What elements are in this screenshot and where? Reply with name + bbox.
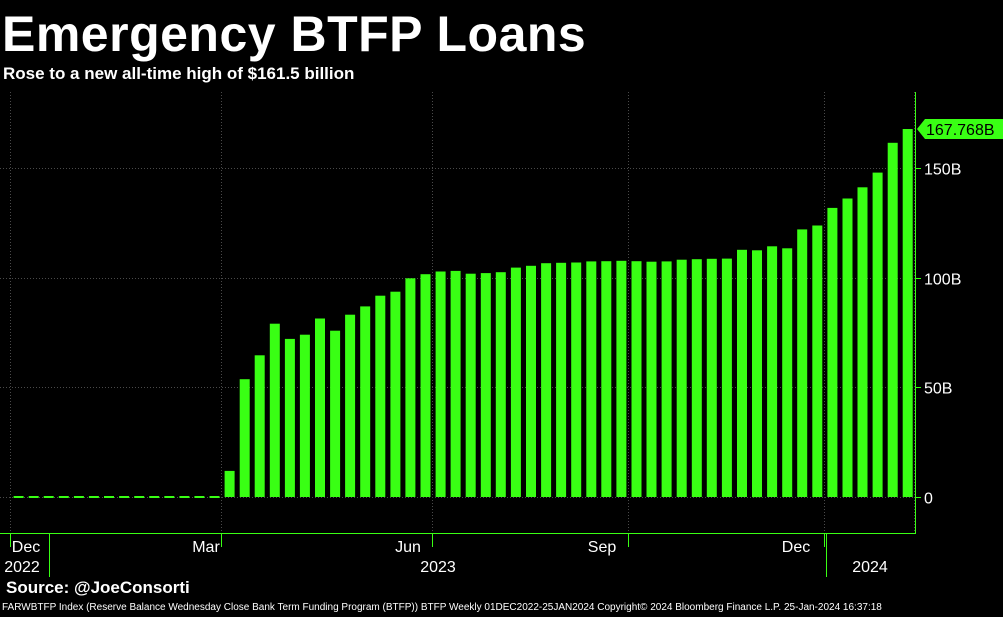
y-tick-label: 100B bbox=[924, 272, 961, 289]
bar bbox=[224, 470, 235, 497]
bar bbox=[782, 248, 793, 497]
bar bbox=[284, 338, 295, 497]
bar bbox=[646, 261, 657, 497]
bar bbox=[465, 273, 476, 497]
bar bbox=[134, 496, 145, 498]
bar bbox=[390, 291, 401, 497]
bar bbox=[254, 355, 265, 497]
bar bbox=[691, 259, 702, 497]
bar bbox=[812, 225, 823, 497]
bar bbox=[480, 273, 491, 497]
bar bbox=[737, 249, 747, 497]
bar bbox=[827, 207, 838, 497]
last-value-label: 167.768B bbox=[926, 122, 995, 139]
bar bbox=[556, 262, 567, 497]
bar bbox=[73, 496, 84, 498]
bar bbox=[239, 379, 250, 497]
bar bbox=[435, 271, 446, 497]
bar bbox=[43, 496, 54, 498]
bar bbox=[58, 496, 69, 498]
bar bbox=[209, 496, 220, 498]
bar bbox=[586, 261, 597, 497]
bar bbox=[13, 496, 24, 498]
x-month-label: Jun bbox=[395, 539, 421, 556]
y-tick-label: 0 bbox=[924, 491, 933, 508]
x-month-label: Dec bbox=[12, 539, 40, 556]
bar bbox=[767, 246, 778, 497]
last-value-badge bbox=[917, 119, 1003, 139]
bar bbox=[360, 306, 371, 497]
bar bbox=[902, 129, 913, 497]
bar bbox=[88, 496, 99, 498]
bar bbox=[179, 496, 190, 498]
bar bbox=[104, 496, 114, 498]
bar bbox=[661, 261, 672, 497]
bar bbox=[616, 260, 627, 497]
x-month-label: Mar bbox=[192, 539, 220, 556]
bar bbox=[375, 295, 386, 497]
bar bbox=[269, 323, 280, 497]
chart-subtitle: Rose to a new all-time high of $161.5 bi… bbox=[3, 64, 355, 83]
bar bbox=[28, 496, 39, 498]
bar bbox=[194, 496, 205, 498]
bar bbox=[631, 261, 642, 497]
x-month-label: Dec bbox=[782, 539, 810, 556]
x-year-label: 2023 bbox=[420, 559, 456, 576]
bar bbox=[420, 274, 431, 497]
bar bbox=[797, 229, 808, 497]
bar bbox=[541, 263, 552, 497]
bar bbox=[857, 187, 868, 498]
bar bbox=[676, 259, 687, 497]
bar bbox=[887, 142, 898, 498]
bar bbox=[510, 267, 521, 497]
y-tick-label: 50B bbox=[924, 381, 952, 398]
bar bbox=[405, 278, 416, 497]
source-label: Source: @JoeConsorti bbox=[6, 578, 190, 597]
bar bbox=[495, 272, 506, 497]
x-month-label: Sep bbox=[588, 539, 617, 556]
bar bbox=[299, 334, 310, 497]
bar bbox=[149, 496, 160, 498]
bar bbox=[119, 496, 130, 498]
bar bbox=[752, 250, 762, 498]
bar bbox=[345, 314, 356, 497]
x-year-label: 2022 bbox=[4, 559, 40, 576]
x-year-label: 2024 bbox=[852, 559, 888, 576]
footer-info: FARWBTFP Index (Reserve Balance Wednesda… bbox=[2, 602, 882, 613]
bar bbox=[706, 258, 717, 497]
y-tick-label: 150B bbox=[924, 162, 961, 179]
bar bbox=[526, 265, 536, 497]
bar bbox=[842, 198, 853, 497]
bar bbox=[315, 318, 325, 497]
chart-title: Emergency BTFP Loans bbox=[2, 6, 587, 62]
bar bbox=[571, 262, 582, 497]
bar bbox=[450, 270, 461, 497]
bar bbox=[721, 258, 732, 497]
bar bbox=[330, 330, 341, 497]
bar bbox=[164, 496, 175, 498]
bar bbox=[601, 261, 612, 497]
bar bbox=[872, 172, 883, 497]
